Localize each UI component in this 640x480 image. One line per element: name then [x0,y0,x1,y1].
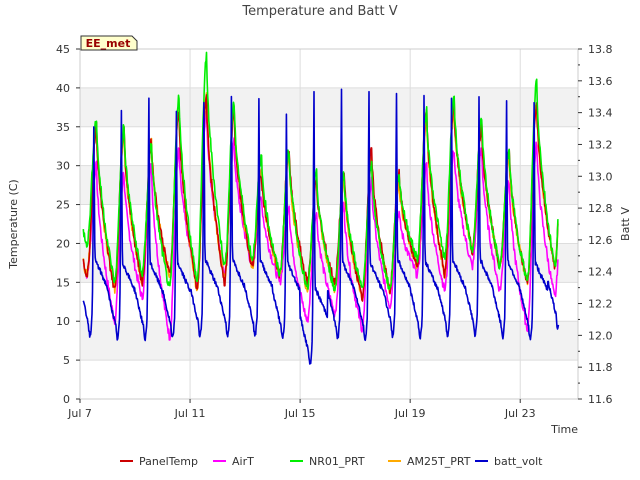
y-right-tick-label: 12.8 [588,202,613,215]
y-right-tick-label: 13.0 [588,170,613,183]
y-left-tick-label: 5 [63,354,70,367]
y-right-tick-label: 11.6 [588,393,613,406]
y-right-tick-label: 12.0 [588,329,613,342]
site-label: EE_met [86,37,131,50]
y-left-tick-label: 0 [63,393,70,406]
series-line-batt-volt [82,88,560,365]
y-right-tick-label: 13.6 [588,75,613,88]
y-right-tick-label: 12.2 [588,298,613,311]
grid-band [80,87,578,127]
x-tick-label: Jul 15 [284,407,316,420]
grid-band [80,321,578,361]
y-left-tick-label: 30 [56,160,70,173]
grid-band [80,165,578,205]
legend: PanelTemp AirT NR01_PRT AM25T_PRT batt_volt [120,455,543,468]
y-axis-label-left: Temperature (C) [7,179,20,269]
y-left-tick-label: 40 [56,82,70,95]
y-axis-label-right: Batt V [619,207,632,241]
legend-label-paneltemp: PanelTemp [139,455,198,468]
legend-label-airt: AirT [232,455,254,468]
legend-label-batt-volt: batt_volt [494,455,543,468]
y-left-tick-label: 15 [56,276,70,289]
y-right-tick-label: 11.8 [588,361,613,374]
y-right-tick-label: 12.6 [588,234,613,247]
chart-title: Temperature and Batt V [241,4,397,19]
x-tick-label: Jul 23 [504,407,536,420]
y-right-tick-label: 13.2 [588,138,613,151]
y-left-tick-label: 35 [56,121,70,134]
legend-label-am25t-prt: AM25T_PRT [407,455,471,468]
y-right-tick-label: 13.8 [588,43,613,56]
y-right-tick-label: 13.4 [588,107,613,120]
x-tick-label: Jul 11 [174,407,206,420]
x-tick-label: Jul 19 [394,407,426,420]
y-left-tick-label: 45 [56,43,70,56]
y-left-tick-label: 20 [56,237,70,250]
y-left-tick-label: 25 [56,199,70,212]
x-axis-label: Time [550,423,578,436]
site-label-box: EE_met [80,35,138,51]
y-right-tick-label: 12.4 [588,266,613,279]
legend-label-nr01-prt: NR01_PRT [309,455,365,468]
y-left-tick-label: 10 [56,315,70,328]
x-tick-label: Jul 7 [67,407,92,420]
